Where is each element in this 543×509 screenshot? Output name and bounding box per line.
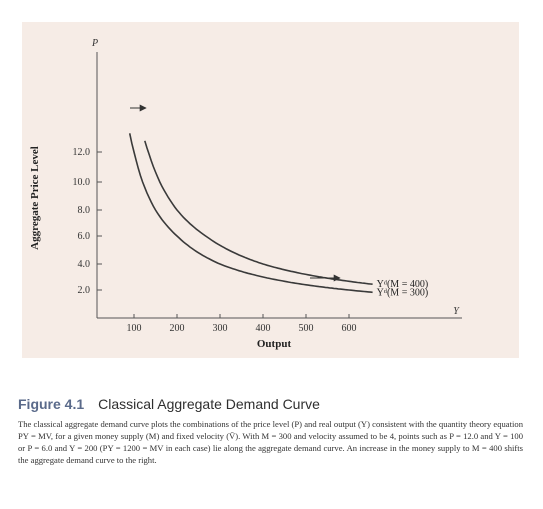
x-axis-title: Output: [257, 338, 292, 350]
y-axis-symbol: P: [91, 38, 98, 49]
aggregate-demand-chart: 2.0 4.0 6.0 8.0 10.0 12.0 100 200 300 400 500 600 P Y…: [29, 38, 462, 350]
label-m400: Yᵈ(M = 400): [377, 279, 429, 290]
y-tick-label: 2.0: [78, 285, 91, 296]
y-tick-label: 12.0: [73, 147, 91, 158]
x-tick-label: 100: [127, 323, 142, 334]
y-tick-label: 4.0: [78, 259, 91, 270]
y-tick-label: 6.0: [78, 231, 91, 242]
curve-m400: [144, 140, 373, 285]
label-m300: Yᵈ(M = 300): [377, 287, 429, 298]
caption-text: The classical aggregate demand curve plo…: [18, 419, 523, 465]
x-tick-label: 400: [256, 323, 271, 334]
x-tick-label: 500: [299, 323, 314, 334]
curve-m300: [128, 133, 373, 294]
plot-panel: 2.0 4.0 6.0 8.0 10.0 12.0 100 200 300 400 500 600 P Y…: [22, 22, 519, 358]
x-axis-symbol: Y: [453, 306, 460, 317]
figure-caption: Figure 4.1 Classical Aggregate Demand Cu…: [18, 396, 523, 466]
figure-number: Figure 4.1: [18, 396, 85, 412]
y-tick-label: 10.0: [73, 177, 91, 188]
y-axis-title: Aggregate Price Level: [29, 146, 41, 250]
caption-heading: Figure 4.1 Classical Aggregate Demand Cu…: [18, 396, 523, 412]
x-tick-label: 600: [342, 323, 357, 334]
figure-title: Classical Aggregate Demand Curve: [98, 396, 320, 412]
y-tick-label: 8.0: [78, 205, 91, 216]
x-tick-label: 300: [213, 323, 228, 334]
x-tick-label: 200: [170, 323, 185, 334]
